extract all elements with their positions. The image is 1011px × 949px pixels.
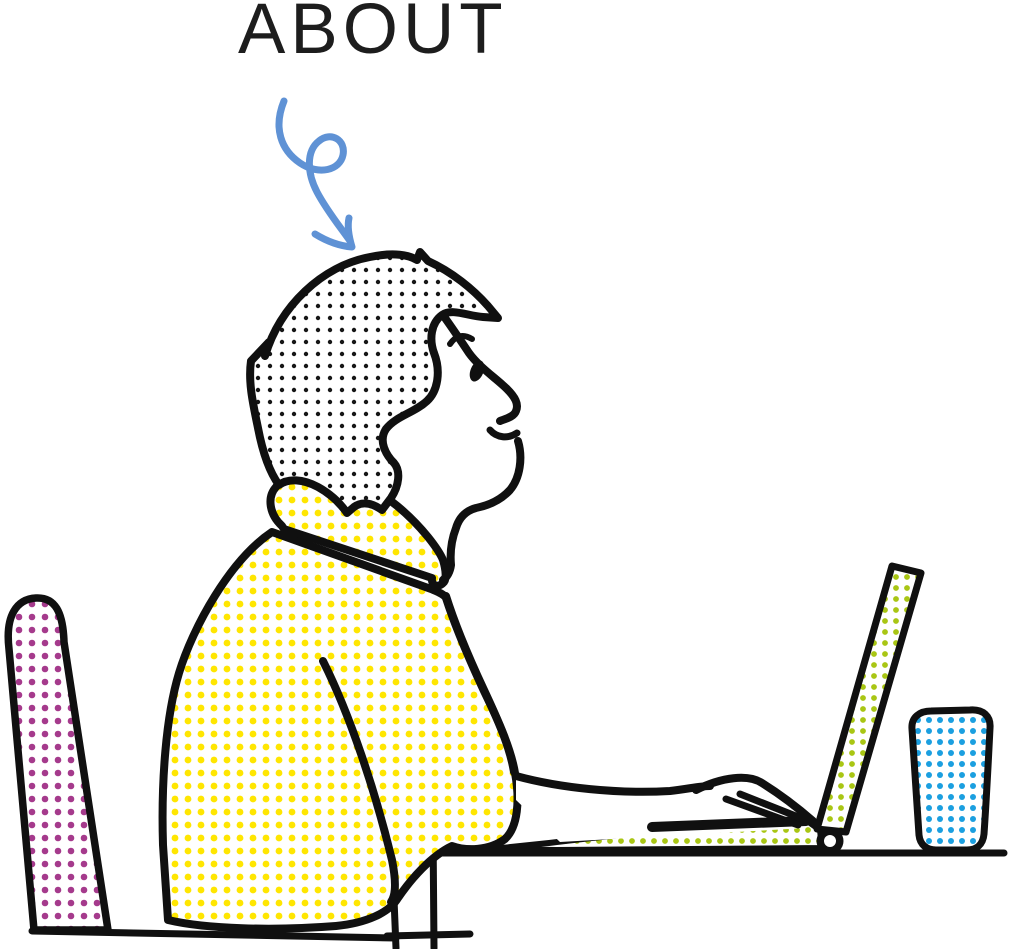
finger-line-1 — [736, 790, 820, 828]
hoodie-arm-fold-line — [319, 657, 399, 906]
chair-illustration — [4, 594, 400, 942]
arrow-head — [311, 214, 356, 251]
finger-line-2 — [722, 795, 802, 829]
laptop-screen — [813, 562, 925, 836]
hair — [246, 248, 502, 517]
laptop-illustration — [489, 562, 925, 855]
eye — [469, 360, 485, 382]
person-illustration — [158, 248, 525, 949]
face-profile — [436, 307, 521, 425]
eyebrow — [447, 332, 475, 347]
laptop-hinge — [816, 827, 844, 855]
about-arrow-icon — [275, 97, 356, 251]
chest-line — [442, 592, 518, 776]
chair-backrest — [4, 594, 112, 934]
hoodie-body — [158, 528, 522, 933]
face — [436, 307, 525, 776]
chin-neck-line — [439, 437, 525, 584]
smile-mouth — [486, 426, 521, 441]
page-title: ABOUT — [238, 0, 508, 69]
mug-illustration — [908, 706, 994, 854]
hand-outline — [692, 773, 817, 825]
under-desk-line — [383, 930, 474, 940]
arm-and-hand — [512, 772, 820, 842]
